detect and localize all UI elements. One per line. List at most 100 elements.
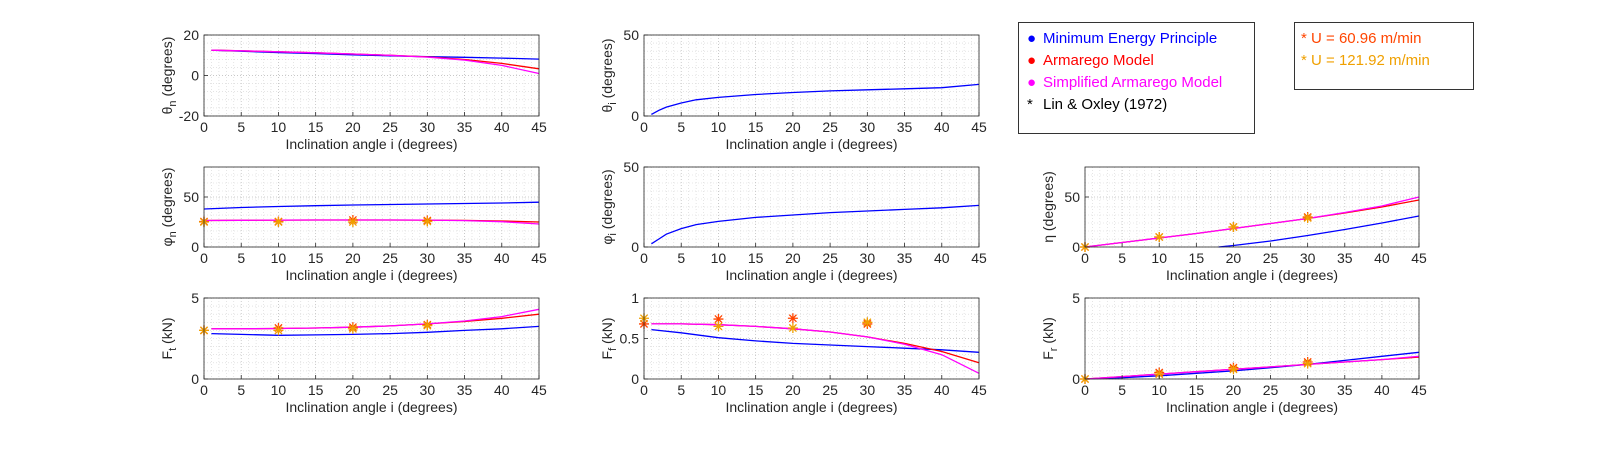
y-axis-label: Ft (kN) xyxy=(159,318,179,360)
legend-item-speed-60: * U = 60.96 m/min xyxy=(1301,30,1421,47)
y-tick-label: 0.5 xyxy=(620,331,640,347)
y-tick-label: 0 xyxy=(1072,239,1080,255)
y-axis-label: φi (degrees) xyxy=(599,169,619,244)
x-tick-label: 0 xyxy=(200,250,208,266)
x-tick-label: 15 xyxy=(1189,382,1205,398)
data-point-marker xyxy=(1228,222,1239,232)
x-tick-label: 40 xyxy=(494,119,510,135)
data-point-marker xyxy=(422,216,433,227)
x-tick-label: 30 xyxy=(420,250,436,266)
series-line xyxy=(1084,355,1420,380)
x-tick-label: 40 xyxy=(494,382,510,398)
x-tick-label: 25 xyxy=(382,119,398,135)
x-axis-label: Inclination angle i (degrees) xyxy=(726,136,898,152)
x-tick-label: 10 xyxy=(1151,250,1167,266)
x-tick-label: 45 xyxy=(1411,382,1427,398)
y-tick-label: 50 xyxy=(1064,189,1080,205)
x-tick-label: 35 xyxy=(457,250,473,266)
series-line xyxy=(203,219,540,225)
x-tick-label: 40 xyxy=(934,119,950,135)
x-tick-label: 0 xyxy=(640,382,648,398)
y-tick-label: 1 xyxy=(631,290,639,306)
x-tick-label: 35 xyxy=(897,382,913,398)
y-tick-label: 0 xyxy=(631,371,639,387)
axes-box xyxy=(643,166,980,248)
x-tick-label: 10 xyxy=(271,250,287,266)
x-tick-label: 40 xyxy=(934,250,950,266)
legend-label: Simplified Armarego Model xyxy=(1043,74,1223,91)
legend-item-simplified-armarego: ● Simplified Armarego Model xyxy=(1027,74,1222,91)
x-tick-label: 30 xyxy=(1300,250,1316,266)
x-tick-label: 20 xyxy=(785,119,801,135)
legend-item-minimum-energy: ● Minimum Energy Principle xyxy=(1027,30,1217,47)
legend-marker: * xyxy=(1301,30,1307,47)
x-tick-label: 40 xyxy=(934,382,950,398)
x-tick-label: 0 xyxy=(640,250,648,266)
data-point-marker xyxy=(273,217,284,227)
x-tick-label: 25 xyxy=(822,382,838,398)
x-tick-label: 35 xyxy=(457,119,473,135)
data-point-marker xyxy=(422,320,433,331)
data-point-marker xyxy=(713,314,724,325)
plot-area xyxy=(1085,167,1419,247)
x-tick-label: 15 xyxy=(748,250,764,266)
x-tick-label: 35 xyxy=(1337,250,1353,266)
axes-box xyxy=(643,34,980,117)
x-tick-label: 20 xyxy=(345,250,361,266)
axes-box xyxy=(203,297,540,380)
x-tick-label: 45 xyxy=(531,119,547,135)
x-tick-label: 35 xyxy=(897,250,913,266)
x-tick-label: 25 xyxy=(822,119,838,135)
x-tick-label: 5 xyxy=(1118,382,1126,398)
y-axis-label: φn (degrees) xyxy=(159,167,179,246)
series-line xyxy=(211,325,540,336)
x-tick-label: 40 xyxy=(1374,382,1390,398)
y-tick-label: -20 xyxy=(179,108,199,124)
y-tick-label: 0 xyxy=(631,108,639,124)
x-axis-label: Inclination angle i (degrees) xyxy=(726,399,898,415)
legend-marker: ● xyxy=(1027,74,1037,91)
data-point-marker xyxy=(1154,232,1165,242)
x-tick-label: 25 xyxy=(1263,382,1279,398)
x-axis-label: Inclination angle i (degrees) xyxy=(286,136,458,152)
x-axis-label: Inclination angle i (degrees) xyxy=(1166,267,1338,283)
y-tick-label: 50 xyxy=(623,159,639,175)
series-line xyxy=(651,83,980,115)
x-tick-label: 45 xyxy=(531,382,547,398)
x-tick-label: 15 xyxy=(748,119,764,135)
x-tick-label: 10 xyxy=(711,382,727,398)
x-tick-label: 30 xyxy=(860,250,876,266)
x-tick-label: 40 xyxy=(494,250,510,266)
x-tick-label: 5 xyxy=(1118,250,1126,266)
x-tick-label: 30 xyxy=(1300,382,1316,398)
legend-label: U = 121.92 m/min xyxy=(1311,52,1430,69)
y-tick-label: 5 xyxy=(191,290,199,306)
x-tick-label: 0 xyxy=(200,382,208,398)
x-axis-label: Inclination angle i (degrees) xyxy=(286,267,458,283)
data-point-marker xyxy=(347,323,358,334)
legend-marker: * xyxy=(1301,52,1307,69)
plot-area xyxy=(204,298,539,379)
x-tick-label: 15 xyxy=(1189,250,1205,266)
x-tick-label: 30 xyxy=(420,119,436,135)
series-line xyxy=(1084,351,1420,380)
x-tick-label: 15 xyxy=(748,382,764,398)
legend-marker: * xyxy=(1027,96,1033,113)
series-line xyxy=(651,323,980,374)
axes-box xyxy=(1084,297,1420,380)
series-line xyxy=(651,204,980,245)
data-point-marker xyxy=(1302,213,1313,223)
y-tick-label: 5 xyxy=(1072,290,1080,306)
x-tick-label: 5 xyxy=(237,382,245,398)
x-tick-label: 0 xyxy=(640,119,648,135)
legend-label: Lin & Oxley (1972) xyxy=(1043,96,1168,113)
y-axis-label: θi (degrees) xyxy=(599,38,619,112)
y-tick-label: 0 xyxy=(191,239,199,255)
data-point-marker xyxy=(273,325,284,336)
x-tick-label: 35 xyxy=(897,119,913,135)
x-tick-label: 20 xyxy=(785,382,801,398)
x-tick-label: 5 xyxy=(237,119,245,135)
series-line xyxy=(203,201,540,210)
x-tick-label: 30 xyxy=(420,382,436,398)
y-axis-label: θn (degrees) xyxy=(159,37,179,115)
